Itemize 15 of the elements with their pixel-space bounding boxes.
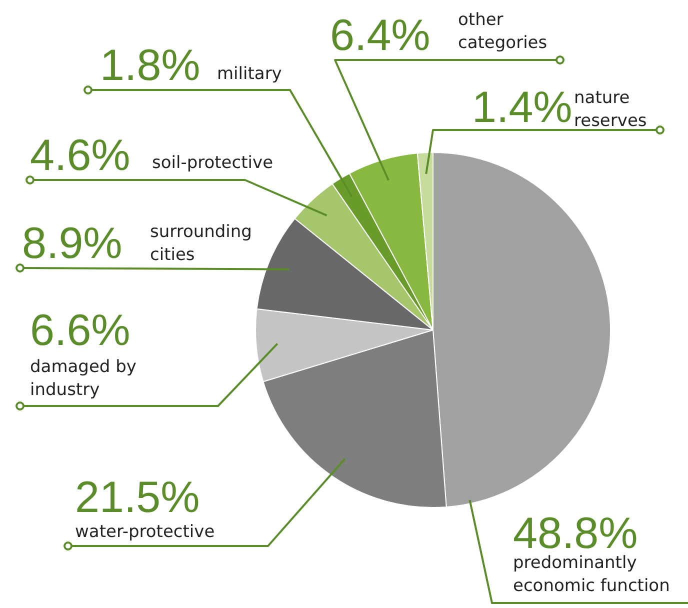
data-label: 1.8% xyxy=(100,41,200,90)
slice-label: nature reserves xyxy=(574,88,647,131)
data-label: 6.4% xyxy=(330,11,430,60)
data-label: 21.5% xyxy=(75,473,200,522)
slice-label: damaged by industry xyxy=(30,357,136,400)
slice-label: water-protective xyxy=(75,522,215,542)
slice-label: military xyxy=(217,64,282,84)
data-label: 1.4% xyxy=(472,83,572,132)
data-label: 4.6% xyxy=(30,131,130,180)
slice-label: surrounding cities xyxy=(150,222,252,265)
data-label: 6.6% xyxy=(30,306,130,355)
data-label: 8.9% xyxy=(22,219,122,268)
slice-label: soil-protective xyxy=(152,153,274,173)
slice-label: other categories xyxy=(458,10,548,53)
slice-label: predominantly economic function xyxy=(513,553,670,596)
